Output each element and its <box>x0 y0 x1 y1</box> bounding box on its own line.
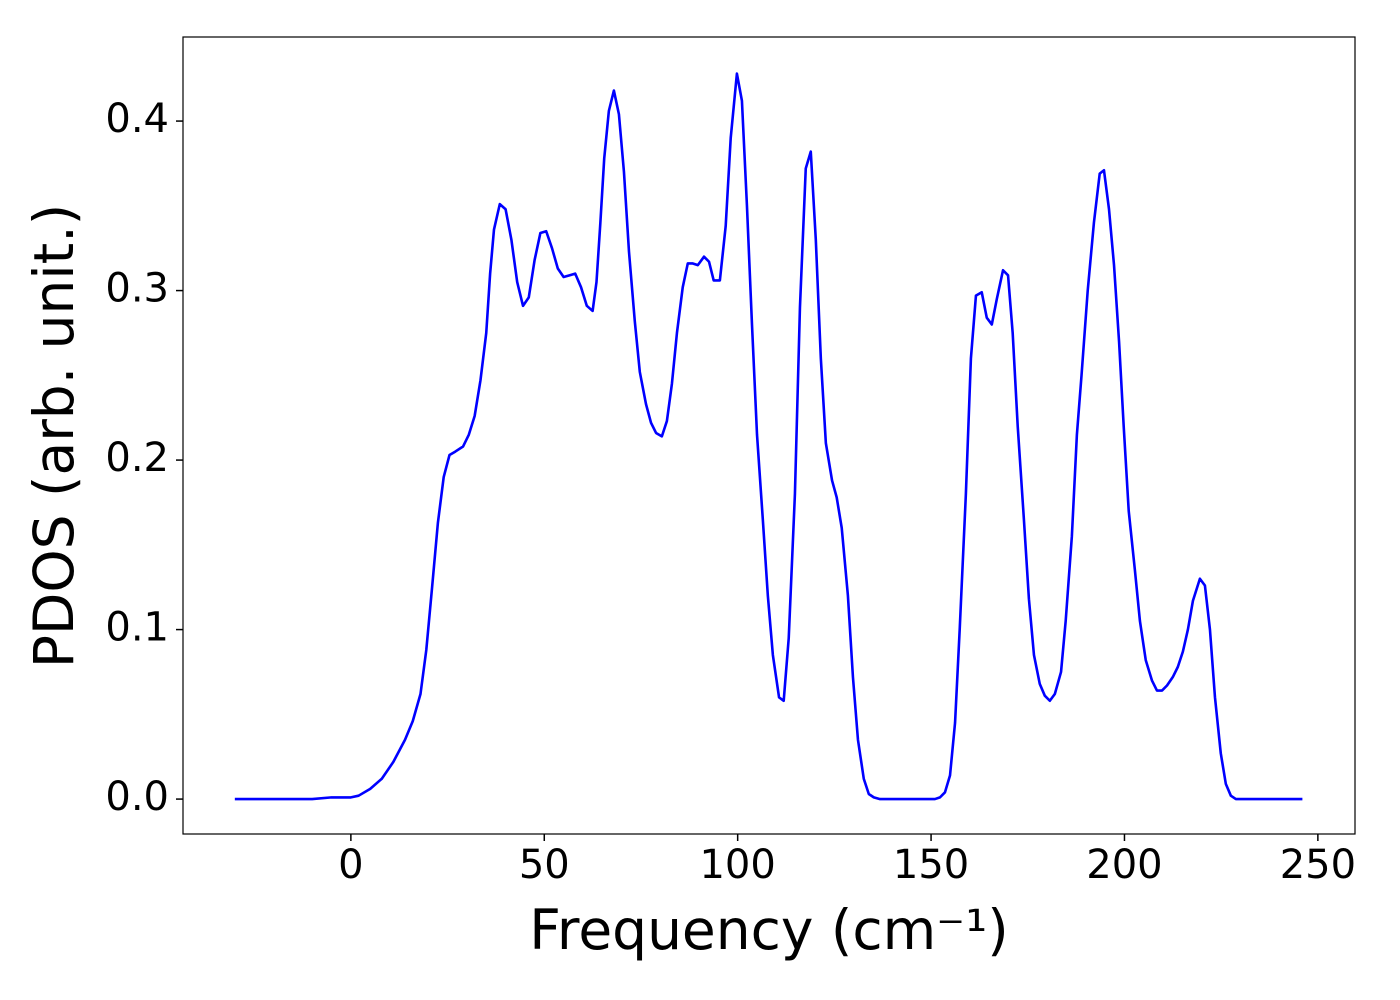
x-tick-label: 100 <box>699 842 775 888</box>
plot-frame <box>182 36 1356 835</box>
x-tick-label: 50 <box>519 842 570 888</box>
x-tick-label: 0 <box>338 842 363 888</box>
x-tick-label: 200 <box>1086 842 1162 888</box>
y-tick-label: 0.4 <box>105 96 169 142</box>
y-tick-label: 0.3 <box>105 266 169 312</box>
y-tick-label: 0.2 <box>105 435 169 481</box>
x-tick-label: 250 <box>1280 842 1356 888</box>
x-tick-label: 150 <box>893 842 969 888</box>
data-line <box>234 72 1303 801</box>
x-axis-label: Frequency (cm⁻¹) <box>529 898 1008 962</box>
y-tick-label: 0.1 <box>105 605 169 651</box>
y-tick-label: 0.0 <box>105 774 169 820</box>
y-axis-label: PDOS (arb. unit.) <box>22 204 86 668</box>
